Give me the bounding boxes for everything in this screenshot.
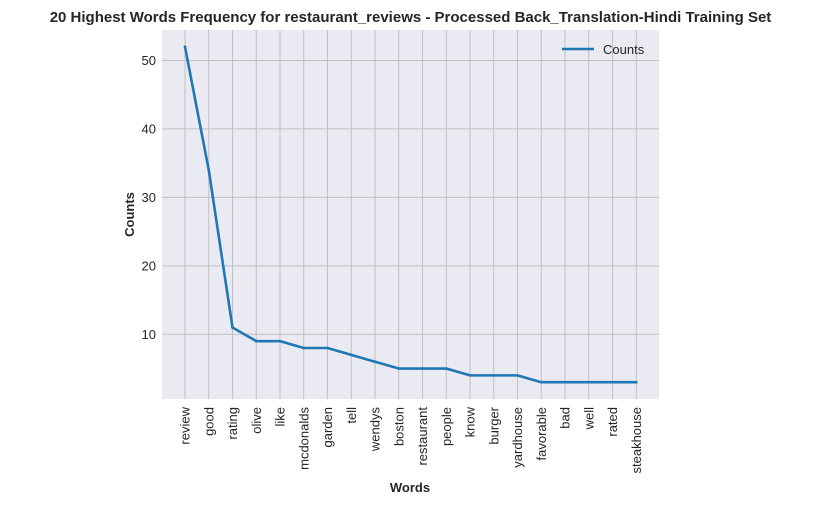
y-tick-label: 20 [142, 258, 156, 273]
data-point [278, 339, 282, 343]
y-tick-label: 50 [142, 53, 156, 68]
x-tick-label: favorable [534, 407, 549, 460]
data-point [183, 45, 187, 49]
x-tick-label: olive [249, 407, 264, 434]
data-point [468, 374, 472, 377]
x-axis-label: Words [390, 480, 430, 495]
data-point [444, 367, 448, 370]
x-tick-label: well [581, 407, 596, 431]
data-point [587, 380, 591, 384]
chart-title: 20 Highest Words Frequency for restauran… [50, 9, 772, 26]
x-tick-label: know [463, 406, 478, 437]
data-point [349, 353, 353, 357]
data-point [492, 374, 496, 377]
data-point [231, 326, 234, 329]
data-point [516, 374, 519, 377]
x-tick-label: restaurant [415, 407, 430, 466]
data-point [397, 367, 401, 370]
series-layer [183, 45, 638, 384]
data-point [373, 360, 377, 363]
x-axis-ticks: review good rating olive like mcdonalds garden… [178, 406, 644, 473]
x-tick-label: good [201, 407, 216, 436]
data-point [254, 339, 258, 343]
x-tick-label: people [439, 407, 454, 446]
y-tick-label: 10 [142, 327, 156, 342]
data-point [634, 380, 638, 384]
x-tick-label: review [178, 406, 193, 444]
data-point [539, 380, 543, 384]
x-tick-label: rating [225, 407, 240, 440]
y-axis-label: Counts [122, 192, 137, 237]
data-point [207, 168, 211, 172]
x-tick-label: mcdonalds [296, 407, 311, 470]
data-point [326, 346, 329, 350]
x-tick-label: bad [558, 407, 573, 429]
data-point [302, 346, 306, 350]
legend: Counts [562, 42, 645, 57]
x-tick-label: steakhouse [629, 407, 644, 474]
data-point [611, 380, 614, 384]
y-tick-label: 30 [142, 190, 156, 205]
x-tick-label: boston [391, 407, 406, 446]
x-tick-label: yardhouse [510, 407, 525, 468]
y-axis-ticks: 10 20 30 40 50 [142, 53, 156, 342]
x-tick-label: garden [320, 407, 335, 447]
x-tick-label: rated [605, 407, 620, 437]
data-point [421, 367, 424, 370]
y-tick-label: 40 [142, 121, 156, 136]
x-tick-label: wendys [368, 407, 383, 453]
series-line-counts [183, 45, 638, 384]
x-tick-label: like [273, 407, 288, 427]
x-tick-label: tell [344, 407, 359, 424]
grid-lines [162, 30, 659, 399]
plot-area [162, 30, 659, 399]
x-tick-label: burger [486, 406, 501, 444]
legend-label: Counts [603, 42, 645, 57]
data-point [563, 380, 567, 384]
